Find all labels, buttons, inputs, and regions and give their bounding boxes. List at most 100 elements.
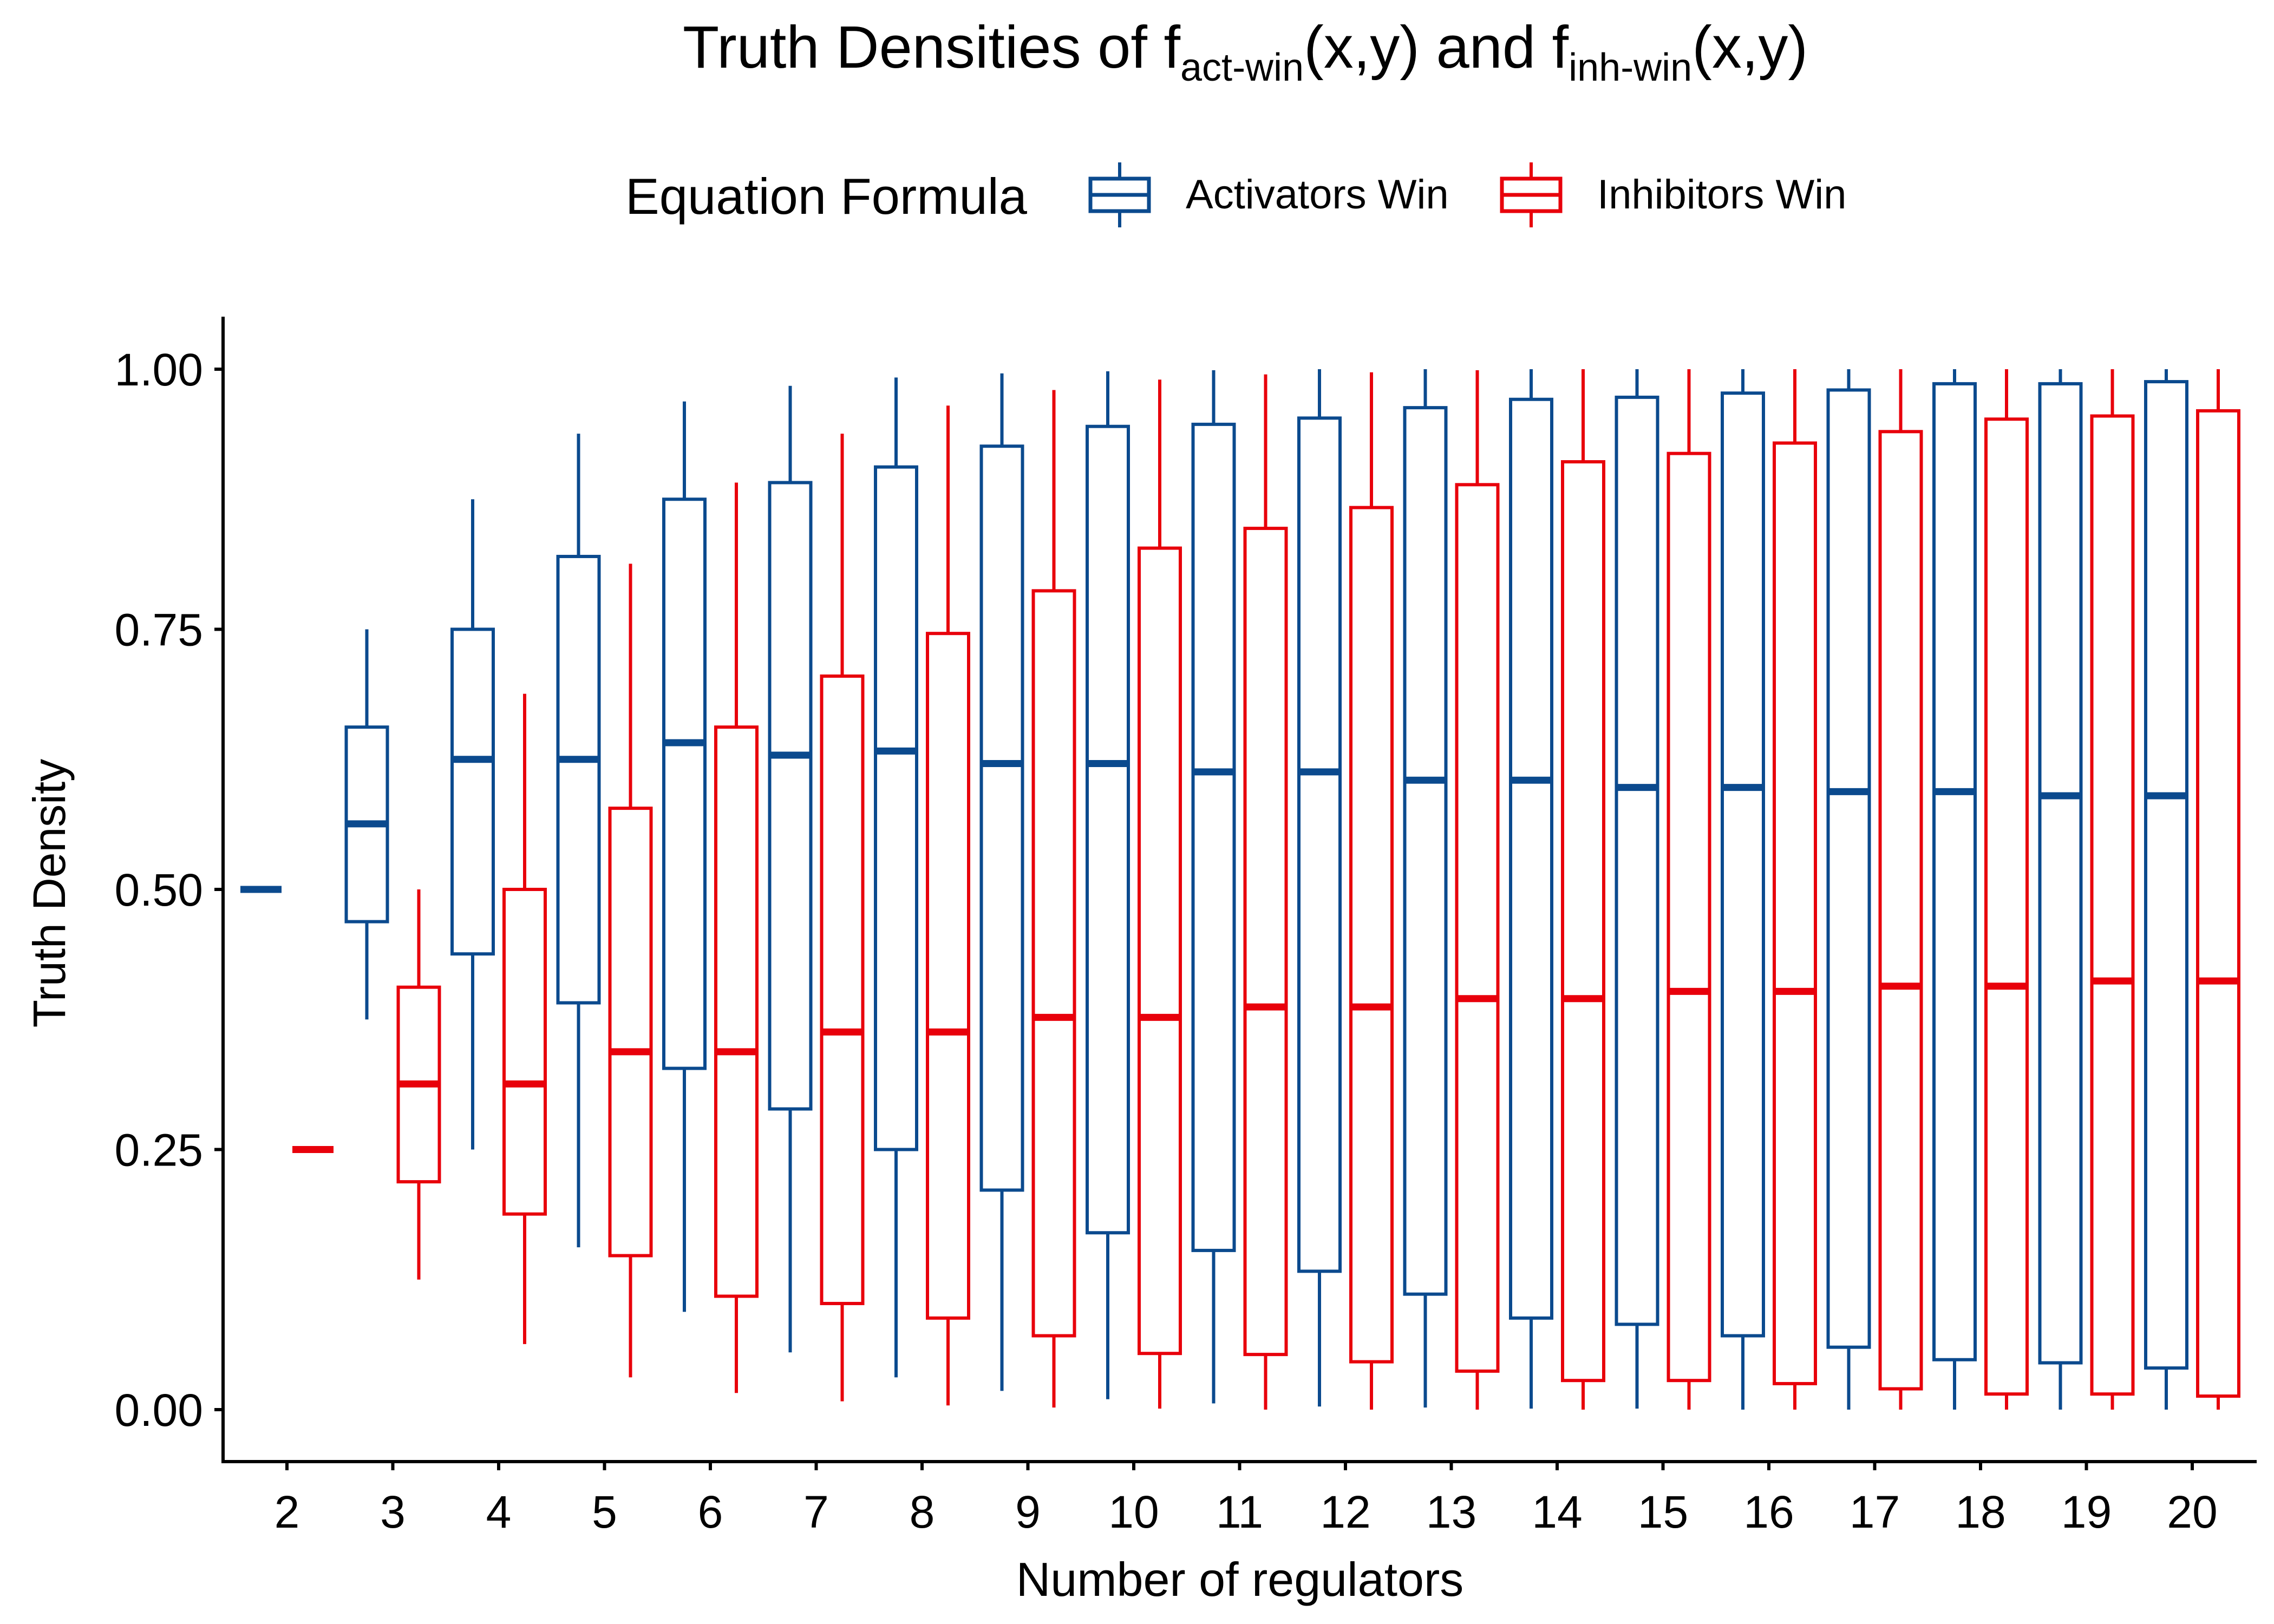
iqr-box [1826, 388, 1871, 1349]
box-activators-15 [1615, 369, 1659, 1409]
box-inhibitors-18 [1984, 369, 2029, 1410]
x-tick-label: 7 [803, 1487, 829, 1537]
iqr-box [1561, 460, 1605, 1383]
chart-title-mid: (x,y) and f [1304, 14, 1569, 81]
x-tick-label: 9 [1015, 1487, 1041, 1537]
iqr-box [1984, 417, 2029, 1396]
box-activators-17 [1826, 369, 1871, 1410]
iqr-box [450, 627, 495, 956]
box-inhibitors-13 [1455, 370, 1500, 1410]
iqr-box [1243, 527, 1288, 1357]
iqr-box [1773, 441, 1817, 1385]
box-inhibitors-5 [608, 564, 653, 1378]
box-activators-5 [556, 434, 601, 1248]
chart-title-prefix: Truth Densities of f [683, 14, 1180, 81]
boxes-layer [240, 369, 2240, 1410]
iqr-box [1721, 391, 1765, 1338]
y-tick-label: 0.00 [115, 1385, 204, 1436]
y-tick-label: 0.50 [115, 865, 204, 915]
y-tick-label: 0.25 [115, 1125, 204, 1176]
iqr-box [1455, 483, 1500, 1373]
iqr-box [714, 725, 759, 1298]
box-activators-19 [2038, 369, 2083, 1410]
chart-title: Truth Densities of fact-win(x,y) and fin… [683, 14, 1808, 89]
legend-label-activators: Activators Win [1186, 172, 1449, 218]
x-tick-label: 16 [1743, 1487, 1794, 1537]
x-axis-title: Number of regulators [1016, 1553, 1464, 1606]
x-tick-label: 14 [1532, 1487, 1582, 1537]
legend-label-inhibitors: Inhibitors Win [1597, 172, 1846, 218]
iqr-box [1878, 430, 1923, 1391]
x-tick-label: 13 [1426, 1487, 1476, 1537]
iqr-box [2038, 382, 2083, 1365]
box-activators-9 [979, 373, 1024, 1391]
iqr-box [1349, 506, 1394, 1364]
iqr-box [608, 807, 653, 1258]
iqr-box [1667, 451, 1711, 1383]
box-inhibitors-4 [502, 693, 547, 1344]
iqr-box [1615, 395, 1659, 1326]
x-tick-label: 20 [2167, 1487, 2217, 1537]
y-tick-label: 1.00 [115, 344, 204, 395]
box-inhibitors-14 [1561, 369, 1605, 1410]
x-tick-label: 10 [1108, 1487, 1159, 1537]
chart-title-sub1: act-win [1180, 46, 1304, 89]
iqr-box [820, 674, 865, 1305]
iqr-box [874, 465, 918, 1151]
y-tick-label: 0.75 [115, 605, 204, 656]
iqr-box [979, 444, 1024, 1192]
x-tick-label: 2 [275, 1487, 300, 1537]
iqr-box [1191, 422, 1236, 1252]
box-inhibitors-6 [714, 482, 759, 1393]
chart-title-suffix: (x,y) [1692, 14, 1808, 81]
box-inhibitors-16 [1773, 369, 1817, 1410]
legend-key-inhibitors [1500, 162, 1563, 227]
box-activators-6 [662, 401, 707, 1312]
box-activators-16 [1721, 369, 1765, 1410]
x-tick-label: 19 [2061, 1487, 2112, 1537]
box-inhibitors-9 [1031, 390, 1076, 1408]
iqr-box [1932, 382, 1977, 1361]
box-activators-20 [2144, 369, 2188, 1410]
x-tick-label: 3 [380, 1487, 406, 1537]
iqr-box [1086, 424, 1130, 1235]
iqr-box [556, 554, 601, 1005]
box-inhibitors-17 [1878, 369, 1923, 1410]
box-inhibitors-12 [1349, 372, 1394, 1410]
x-tick-label: 17 [1850, 1487, 1900, 1537]
box-inhibitors-8 [926, 405, 970, 1406]
x-tick-label: 4 [486, 1487, 512, 1537]
iqr-box [926, 632, 970, 1320]
box-activators-13 [1403, 369, 1448, 1408]
box-inhibitors-15 [1667, 369, 1711, 1410]
box-activators-12 [1297, 369, 1342, 1407]
box-inhibitors-3 [396, 889, 441, 1280]
legend-key-activators [1088, 162, 1151, 227]
box-activators-4 [450, 499, 495, 1150]
box-activators-11 [1191, 370, 1236, 1404]
x-tick-label: 6 [698, 1487, 723, 1537]
box-activators-14 [1509, 369, 1553, 1409]
box-inhibitors-20 [2196, 369, 2240, 1410]
x-tick-label: 8 [910, 1487, 935, 1537]
legend: Equation Formula Activators Win Inhibito… [625, 162, 1846, 227]
iqr-box [502, 888, 547, 1216]
x-tick-label: 11 [1216, 1487, 1263, 1537]
iqr-box [1509, 397, 1553, 1320]
x-tick-label: 12 [1320, 1487, 1370, 1537]
x-tick-label: 15 [1638, 1487, 1688, 1537]
box-activators-10 [1086, 371, 1130, 1399]
box-inhibitors-19 [2090, 369, 2135, 1410]
box-activators-8 [874, 377, 918, 1378]
iqr-box [2196, 409, 2240, 1398]
iqr-box [2144, 380, 2188, 1370]
iqr-box [1297, 416, 1342, 1273]
iqr-box [768, 481, 813, 1111]
y-axis-title: Truth Density [24, 759, 75, 1027]
iqr-box [1403, 406, 1448, 1296]
legend-title: Equation Formula [625, 168, 1028, 225]
iqr-box [1138, 546, 1182, 1355]
iqr-box [1031, 589, 1076, 1338]
box-activators-7 [768, 385, 813, 1353]
